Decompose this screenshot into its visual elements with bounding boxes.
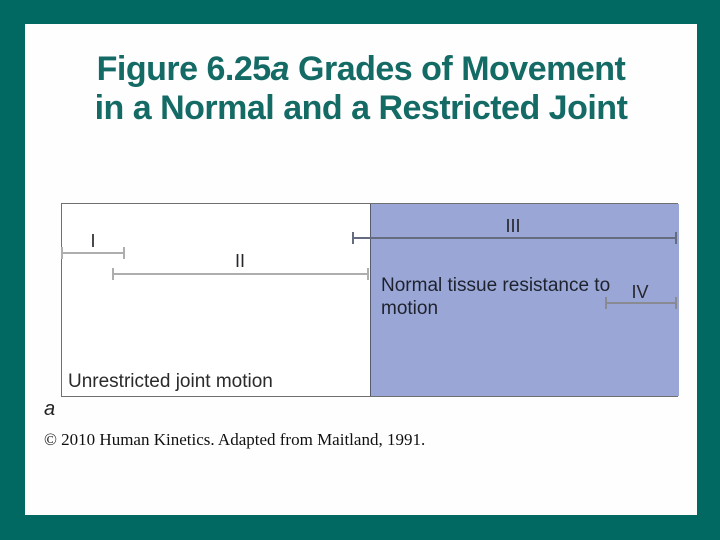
grade-iv-label: IV (631, 282, 649, 302)
title-text-prefix: Figure 6.25 (96, 50, 272, 88)
grade-ii-line (112, 273, 369, 275)
title-line1: Figure 6.25a Grades of Movement (97, 50, 626, 88)
slide-canvas: Figure 6.25a Grades of Movement in a Nor… (25, 24, 697, 515)
copyright-credit: © 2010 Human Kinetics. Adapted from Mait… (44, 430, 426, 449)
grade-i-start-tick (61, 247, 63, 259)
grade-i-line (61, 252, 124, 254)
grade-i-label: I (90, 231, 96, 251)
grade-ii-start-tick (112, 268, 114, 280)
panel-letter: a (44, 398, 56, 420)
tissue-resistance-label-line2: motion (381, 298, 439, 319)
title-line2: in a Normal and a Restricted Joint (94, 89, 628, 127)
slide-title: Figure 6.25a Grades of Movement in a Nor… (25, 50, 697, 128)
tissue-resistance-region (370, 204, 679, 396)
grade-i-end-tick (123, 247, 125, 259)
grade-iii-start-tick (352, 232, 354, 244)
grade-iii-end-tick (675, 232, 677, 244)
tissue-resistance-label: Normal tissue resistance to motion (381, 274, 610, 320)
grade-ii-end-tick (367, 268, 369, 280)
grade-iv-end-tick (675, 297, 677, 309)
grade-ii-label: II (234, 251, 246, 271)
unrestricted-motion-label: Unrestricted joint motion (68, 371, 273, 392)
grade-iii-line (352, 237, 677, 239)
grade-iii-label: III (505, 216, 521, 236)
title-figure-letter: a (270, 50, 290, 88)
grade-iv-line (605, 302, 677, 304)
tissue-resistance-label-line1: Normal tissue resistance to (381, 275, 611, 296)
grade-iv-start-tick (605, 297, 607, 309)
title-text-suffix: Grades of Movement (289, 50, 626, 88)
figure-box: I II III IV Normal tissue resistance to … (61, 203, 679, 397)
